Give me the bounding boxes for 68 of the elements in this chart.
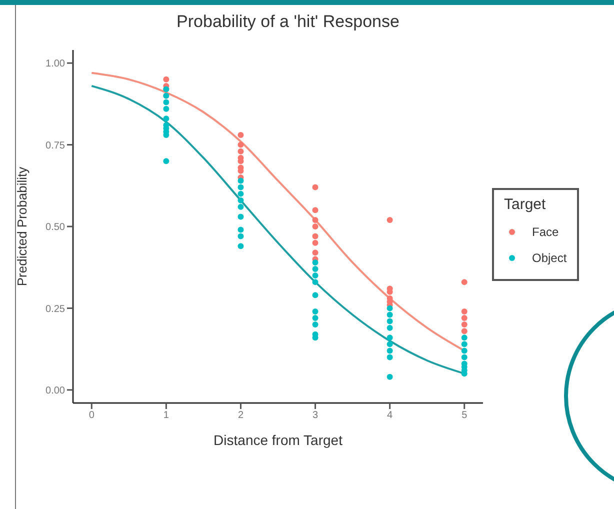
point (312, 266, 318, 272)
point (386, 354, 393, 360)
point (238, 204, 244, 210)
point (461, 328, 468, 334)
point (386, 341, 393, 348)
point (312, 322, 318, 328)
point (386, 324, 393, 331)
point (461, 334, 468, 341)
point (238, 214, 244, 220)
point (312, 259, 318, 266)
point (312, 207, 318, 214)
y-tick-label: 0.75 (46, 140, 66, 152)
point (386, 305, 393, 312)
point (238, 142, 244, 148)
legend-label: Object (532, 251, 567, 265)
point (461, 348, 468, 354)
point (386, 216, 393, 223)
point (238, 197, 244, 204)
point (312, 233, 318, 240)
point (238, 178, 244, 184)
point (461, 279, 468, 286)
chart-title: Probability of a 'hit' Response (176, 12, 400, 32)
point (386, 318, 393, 324)
point (386, 374, 393, 380)
x-tick-label: 5 (462, 410, 468, 422)
point (386, 334, 393, 341)
y-tick-label: 0.25 (46, 304, 66, 315)
point (312, 240, 318, 246)
x-tick-label: 1 (163, 410, 170, 422)
y-tick-label: 0.50 (46, 222, 66, 234)
point (163, 106, 170, 112)
point (238, 132, 244, 138)
point (461, 315, 468, 322)
point (312, 308, 318, 314)
point (238, 233, 244, 240)
point (238, 184, 244, 190)
point (163, 158, 170, 164)
point (312, 279, 318, 286)
point (312, 184, 318, 190)
legend-title: Target (504, 196, 547, 213)
point (461, 322, 468, 328)
point (163, 76, 170, 82)
x-tick-label: 2 (238, 410, 244, 422)
point (238, 243, 244, 250)
point (461, 354, 468, 360)
point (312, 216, 318, 223)
point (238, 226, 244, 233)
x-tick-label: 4 (387, 410, 394, 422)
point (238, 148, 244, 154)
y-tick-label: 1.00 (46, 58, 66, 70)
point (312, 315, 318, 322)
point (386, 348, 393, 354)
point (312, 292, 318, 298)
point (461, 308, 468, 314)
point (163, 116, 170, 122)
point (312, 224, 318, 230)
point (238, 190, 244, 197)
point (312, 250, 318, 256)
legend-label: Face (532, 225, 559, 239)
point (312, 272, 318, 279)
x-axis-title: Distance from Target (214, 432, 343, 448)
point (163, 99, 170, 106)
x-tick-label: 3 (312, 410, 318, 422)
y-tick-label: 0.00 (46, 385, 66, 396)
x-tick-label: 0 (88, 410, 95, 422)
point (386, 312, 393, 318)
y-axis-title: Predicted Probability (14, 166, 30, 286)
point (461, 341, 468, 348)
